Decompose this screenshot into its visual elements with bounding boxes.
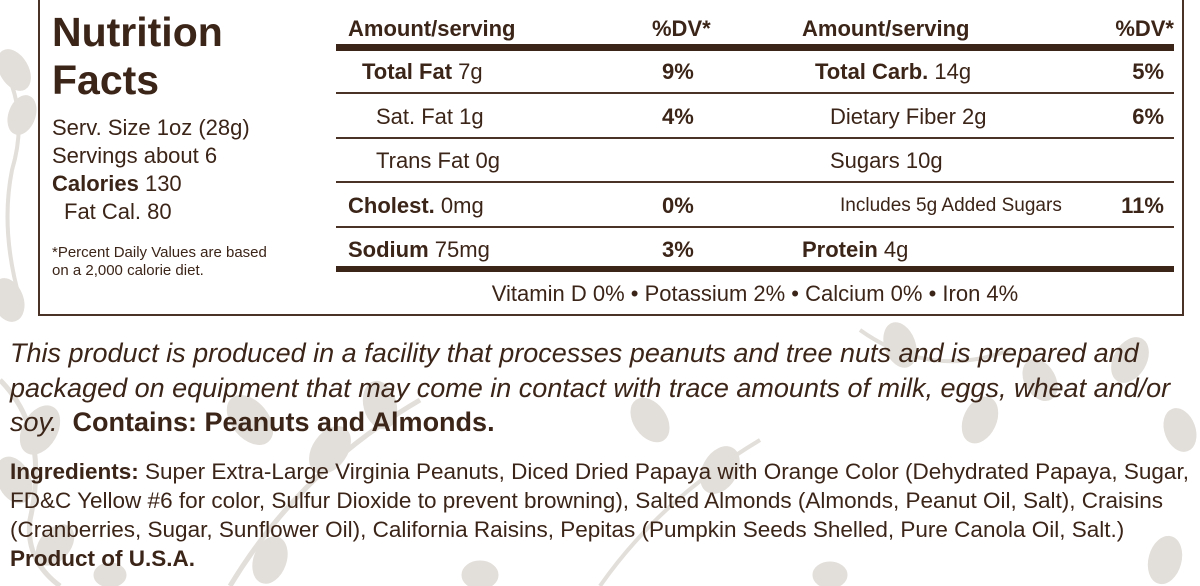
row-divider (336, 137, 1174, 139)
nutrient-row: Total Fat 7g (362, 59, 483, 85)
servings-per-container: Servings about 6 (52, 143, 218, 168)
nutrient-dv: 4% (662, 104, 694, 129)
calories-line: Calories 130 (52, 170, 322, 198)
ingredients-text: Super Extra-Large Virginia Peanuts, Dice… (10, 459, 1189, 542)
vitamins-minerals: Vitamin D 0% • Potassium 2% • Calcium 0%… (491, 281, 1019, 306)
nutrient-label: Protein (802, 237, 878, 262)
nutrient-row: Cholest. 0mg (348, 193, 484, 219)
header-dv-left: %DV* (652, 16, 711, 41)
nutrition-facts-panel: Nutrition Facts Serv. Size 1oz (28g) Ser… (38, 0, 1184, 316)
nutrient-amount: 0mg (440, 193, 484, 218)
serving-info-column: Nutrition Facts Serv. Size 1oz (28g) Ser… (52, 8, 322, 280)
nutrient-label: Total Carb. (815, 59, 929, 84)
nutrient-label: Sugars (830, 148, 900, 173)
nutrient-dv: 11% (1121, 193, 1164, 218)
nutrient-amount: 14g (934, 59, 972, 84)
fat-calories: Fat Cal. 80 (64, 199, 172, 224)
row-divider (336, 92, 1174, 94)
nutrient-dv: 5% (1132, 59, 1164, 84)
allergen-statement: This product is produced in a facility t… (10, 336, 1200, 440)
nutrient-label: Trans Fat (376, 148, 470, 173)
serving-size: Serv. Size 1oz (28g) (52, 115, 250, 140)
nutrient-amount: 75mg (434, 237, 490, 262)
nutrient-amount: 10g (905, 148, 943, 173)
nutrient-label: Cholest. (348, 193, 435, 218)
vitamin-rule (336, 266, 1174, 272)
nutrient-row: Includes 5g Added Sugars (840, 193, 1062, 219)
header-amount-right: Amount/serving (802, 16, 970, 41)
ingredients-label: Ingredients: (10, 459, 139, 484)
nutrient-dv: 9% (662, 59, 694, 84)
nutrient-row: Protein 4g (802, 237, 908, 263)
nutrient-dv: 3% (662, 237, 694, 262)
nutrient-row: Total Carb. 14g (815, 59, 971, 85)
nutrient-row: Sodium 75mg (348, 237, 490, 263)
nutrient-label: Total Fat (362, 59, 453, 84)
nutrient-dv: 6% (1132, 104, 1164, 129)
daily-value-footnote: *Percent Daily Values are based on a 2,0… (52, 244, 322, 280)
header-amount-left: Amount/serving (348, 16, 516, 41)
nutrition-facts-title: Nutrition Facts (52, 9, 223, 103)
nutrient-row: Sat. Fat 1g (376, 104, 484, 130)
nutrient-label: Dietary Fiber (830, 104, 956, 129)
facility-warning: This product is produced in a facility t… (10, 338, 1171, 437)
nutrient-dv: 0% (662, 193, 694, 218)
nutrient-row: Sugars 10g (830, 148, 943, 174)
nutrient-label: Includes 5g Added Sugars (840, 195, 1062, 216)
contains-statement: Contains: Peanuts and Almonds. (72, 407, 495, 437)
nutrient-amount: 1g (459, 104, 484, 129)
calories-label: Calories (52, 171, 139, 196)
row-divider (336, 226, 1174, 228)
nutrient-amount: 7g (458, 59, 483, 84)
header-rule (336, 44, 1174, 51)
footnote-line-1: *Percent Daily Values are based (52, 244, 267, 261)
row-divider (336, 181, 1174, 183)
nutrient-row: Dietary Fiber 2g (830, 104, 987, 130)
footnote-line-2: on a 2,000 calorie diet. (52, 262, 204, 279)
calories-value: 130 (144, 171, 182, 196)
nutrient-amount: 2g (962, 104, 987, 129)
nutrient-label: Sodium (348, 237, 429, 262)
nutrient-amount: 4g (883, 237, 909, 262)
nutrient-label: Sat. Fat (376, 104, 454, 129)
ingredients-list: Ingredients: Super Extra-Large Virginia … (10, 457, 1198, 573)
nutrient-amount: 0g (475, 148, 500, 173)
country-of-origin: Product of U.S.A. (10, 546, 195, 571)
header-dv-right: %DV* (1115, 16, 1174, 41)
nutrient-row: Trans Fat 0g (376, 148, 500, 174)
